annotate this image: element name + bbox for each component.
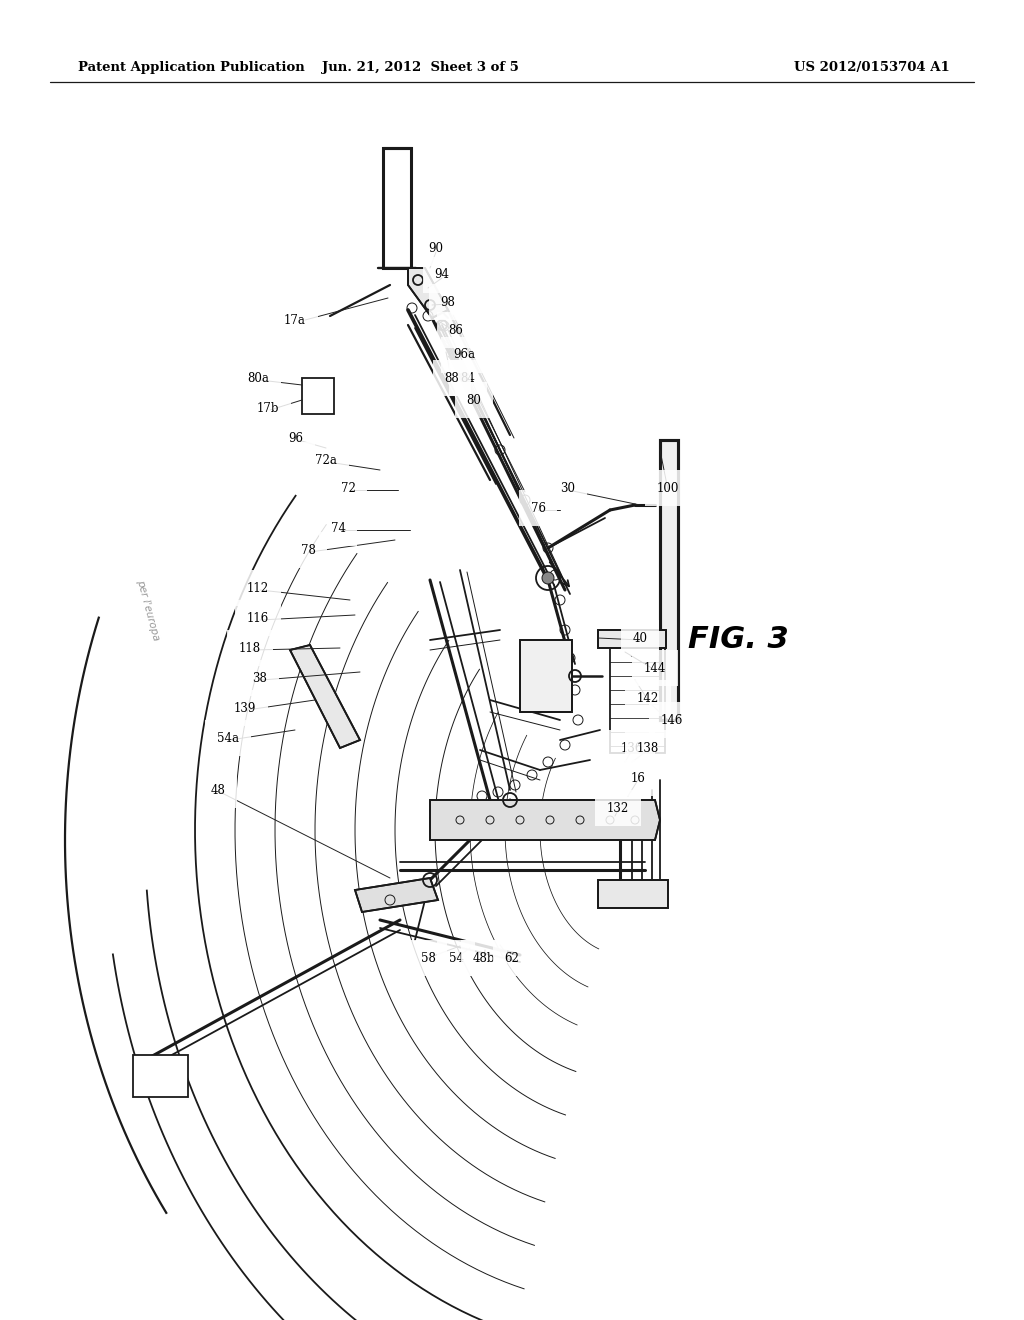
Text: 142: 142: [637, 692, 659, 705]
Text: 139: 139: [233, 701, 256, 714]
Polygon shape: [290, 645, 360, 748]
Text: 84: 84: [461, 371, 475, 384]
Bar: [610, 648, 665, 752]
Text: 17a: 17a: [284, 314, 306, 326]
Text: 144: 144: [644, 661, 667, 675]
Text: 74: 74: [331, 521, 345, 535]
Polygon shape: [408, 268, 449, 318]
Bar: [302, 378, 334, 414]
Text: 146: 146: [660, 714, 683, 726]
Text: 54a: 54a: [217, 731, 239, 744]
Text: 132: 132: [607, 801, 629, 814]
Bar: [598, 880, 668, 908]
Text: 94: 94: [434, 268, 450, 281]
Text: 38: 38: [253, 672, 267, 685]
Bar: [133, 1055, 188, 1097]
Text: FIG. 3: FIG. 3: [688, 626, 788, 655]
Text: 78: 78: [301, 544, 315, 557]
Bar: [598, 630, 666, 648]
Text: 48: 48: [211, 784, 225, 796]
Text: 80a: 80a: [247, 371, 269, 384]
Text: Jun. 21, 2012  Sheet 3 of 5: Jun. 21, 2012 Sheet 3 of 5: [322, 62, 518, 74]
Text: 80: 80: [467, 393, 481, 407]
Text: 138: 138: [637, 742, 659, 755]
Text: 17b: 17b: [257, 401, 280, 414]
Text: 118: 118: [239, 642, 261, 655]
Text: 40: 40: [633, 631, 647, 644]
Bar: [520, 640, 572, 711]
Text: 96: 96: [289, 432, 303, 445]
Text: 76: 76: [530, 502, 546, 515]
Text: 54: 54: [449, 952, 464, 965]
Text: 136: 136: [621, 742, 643, 755]
Text: 116: 116: [247, 611, 269, 624]
Text: 86: 86: [449, 323, 464, 337]
Text: Patent Application Publication: Patent Application Publication: [78, 62, 305, 74]
Bar: [520, 640, 572, 711]
Text: 72a: 72a: [315, 454, 337, 466]
Circle shape: [542, 572, 554, 583]
Text: 90: 90: [428, 242, 443, 255]
Text: 112: 112: [247, 582, 269, 594]
Text: 62: 62: [505, 952, 519, 965]
Text: 88: 88: [444, 371, 460, 384]
Polygon shape: [430, 800, 660, 840]
Bar: [383, 148, 411, 268]
Bar: [598, 630, 666, 648]
Text: 58: 58: [421, 952, 435, 965]
Text: 100: 100: [656, 482, 679, 495]
Polygon shape: [355, 878, 438, 912]
Text: 98: 98: [440, 296, 456, 309]
Bar: [660, 440, 678, 719]
Text: 96a: 96a: [453, 348, 475, 362]
Text: 72: 72: [341, 482, 355, 495]
Bar: [598, 880, 668, 908]
Bar: [660, 440, 678, 719]
Text: per l'europa: per l'europa: [135, 578, 161, 642]
Text: 48b: 48b: [473, 952, 496, 965]
Text: US 2012/0153704 A1: US 2012/0153704 A1: [795, 62, 950, 74]
Text: 30: 30: [560, 482, 575, 495]
Text: 16: 16: [631, 771, 645, 784]
